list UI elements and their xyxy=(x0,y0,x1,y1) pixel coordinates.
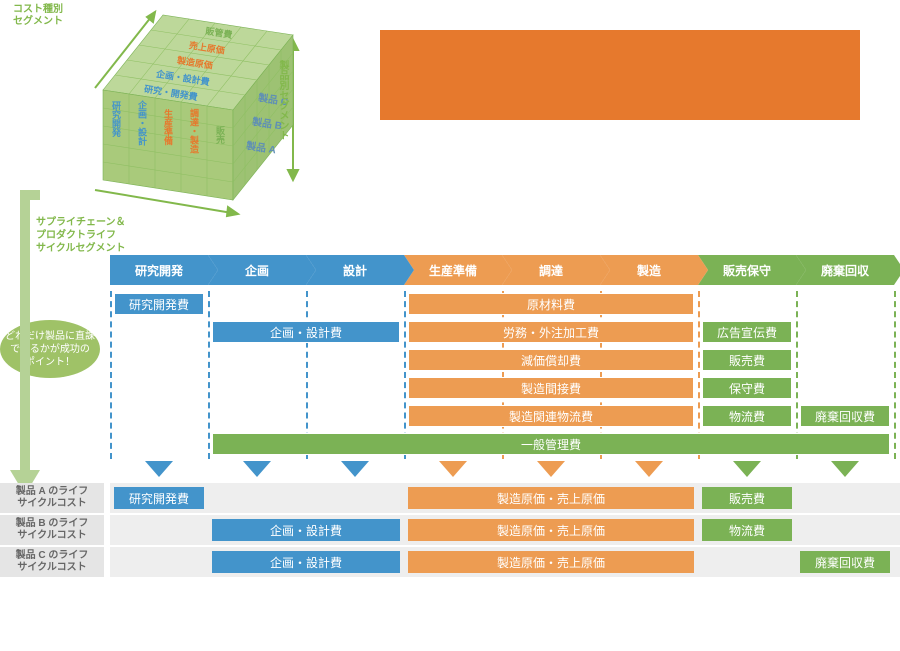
product-cost-bar: 企画・設計費 xyxy=(212,551,400,573)
cost-bar: 製造間接費 xyxy=(408,377,694,399)
down-triangle xyxy=(439,461,467,477)
cost-bar: 企画・設計費 xyxy=(212,321,400,343)
product-row: 製品 B のライフ サイクルコスト企画・設計費製造原価・売上原価物流費 xyxy=(110,515,900,545)
product-rows: 製品 A のライフ サイクルコスト研究開発費製造原価・売上原価販売費製品 B の… xyxy=(110,483,900,577)
product-row: 製品 C のライフ サイクルコスト企画・設計費製造原価・売上原価廃棄回収費 xyxy=(110,547,900,577)
product-row-label: 製品 C のライフ サイクルコスト xyxy=(0,547,104,577)
product-cost-bar: 製造原価・売上原価 xyxy=(408,551,694,573)
svg-text:企画・設計: 企画・設計 xyxy=(137,99,148,146)
stage-5: 製造 xyxy=(600,255,698,285)
cost-bar: 広告宣伝費 xyxy=(702,321,792,343)
svg-text:研究開発: 研究開発 xyxy=(111,101,122,138)
stage-chevron-row: 研究開発企画設計生産準備調達製造販売保守廃棄回収 xyxy=(110,255,900,285)
cost-bar: 研究開発費 xyxy=(114,293,204,315)
dash-col xyxy=(894,291,896,459)
product-row-label: 製品 A のライフ サイクルコスト xyxy=(0,483,104,513)
big-down-arrow xyxy=(10,190,44,500)
dash-col xyxy=(110,291,112,459)
down-triangle xyxy=(537,461,565,477)
down-triangle xyxy=(341,461,369,477)
dash-col xyxy=(208,291,210,459)
cost-bar: 廃棄回収費 xyxy=(800,405,890,427)
orange-title-block xyxy=(380,30,860,120)
product-cost-bar: 物流費 xyxy=(702,519,792,541)
product-cost-bar: 販売費 xyxy=(702,487,792,509)
cost-bar: 一般管理費 xyxy=(212,433,890,455)
product-row-label: 製品 B のライフ サイクルコスト xyxy=(0,515,104,545)
down-triangle xyxy=(831,461,859,477)
cube-diagram: コスト種別 セグメント 販管費売上原価製造原価企画・設計費研究・開発費研究開発企… xyxy=(38,0,298,230)
product-row: 製品 A のライフ サイクルコスト研究開発費製造原価・売上原価販売費 xyxy=(110,483,900,513)
svg-text:調達・製造: 調達・製造 xyxy=(189,107,200,154)
svg-text:生産準備: 生産準備 xyxy=(163,108,173,146)
supply-chain-axis-label: サプライチェーン＆ プロダクトライフ サイクルセグメント xyxy=(36,216,126,255)
product-cost-bar: 製造原価・売上原価 xyxy=(408,519,694,541)
cube-axis-label-product: 製品別セグメント xyxy=(276,60,288,140)
product-cost-bar: 廃棄回収費 xyxy=(800,551,890,573)
stage-1: 企画 xyxy=(208,255,306,285)
cost-bar: 減価償却費 xyxy=(408,349,694,371)
product-cost-bar: 研究開発費 xyxy=(114,487,204,509)
svg-text:販売: 販売 xyxy=(215,125,226,145)
stage-2: 設計 xyxy=(306,255,404,285)
cost-bar: 販売費 xyxy=(702,349,792,371)
lifecycle-diagram: 研究開発企画設計生産準備調達製造販売保守廃棄回収 研究開発費原材料費企画・設計費… xyxy=(110,255,900,579)
cost-bar: 保守費 xyxy=(702,377,792,399)
stage-3: 生産準備 xyxy=(404,255,502,285)
down-triangle xyxy=(243,461,271,477)
product-cost-bar: 企画・設計費 xyxy=(212,519,400,541)
cost-bars-area: 研究開発費 原材料費企画・設計費労務・外注加工費広告宣伝費減価償却費販売費製造間接… xyxy=(110,291,900,459)
cost-bar: 労務・外注加工費 xyxy=(408,321,694,343)
down-triangle xyxy=(145,461,173,477)
arrow-row xyxy=(110,459,900,483)
down-triangle xyxy=(733,461,761,477)
stage-4: 調達 xyxy=(502,255,600,285)
stage-7: 廃棄回収 xyxy=(796,255,894,285)
product-cost-bar: 製造原価・売上原価 xyxy=(408,487,694,509)
down-triangle xyxy=(635,461,663,477)
stage-0: 研究開発 xyxy=(110,255,208,285)
cost-bar: 物流費 xyxy=(702,405,792,427)
stage-6: 販売保守 xyxy=(698,255,796,285)
cube-svg: 販管費売上原価製造原価企画・設計費研究・開発費研究開発企画・設計生産準備調達・製… xyxy=(53,0,313,220)
cost-bar: 製造関連物流費 xyxy=(408,405,694,427)
cost-bar: 原材料費 xyxy=(408,293,694,315)
